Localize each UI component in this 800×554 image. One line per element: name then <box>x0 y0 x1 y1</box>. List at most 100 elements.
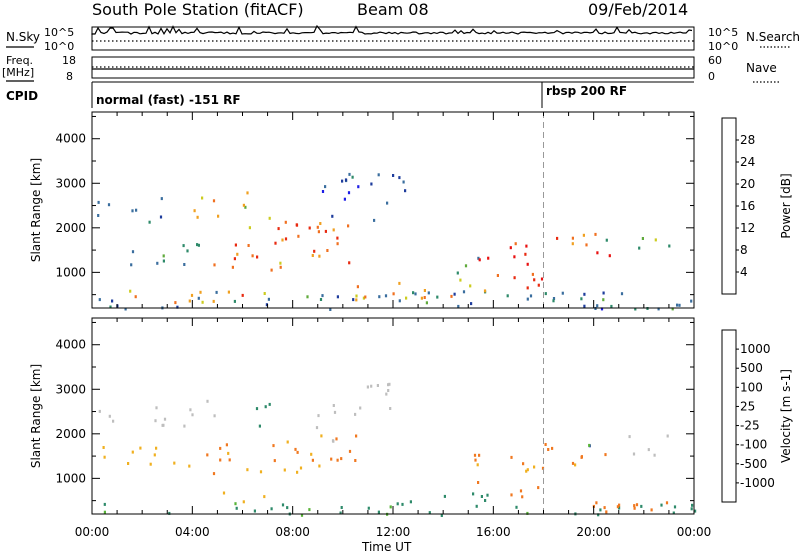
velocity-cell <box>268 402 271 406</box>
power-cell <box>135 208 138 212</box>
y-tick-label: 3000 <box>55 176 86 190</box>
power-cell <box>97 200 100 204</box>
velocity-cell <box>189 408 192 412</box>
power-cell <box>318 254 321 258</box>
velocity-cell <box>389 407 392 410</box>
power-cell <box>571 236 574 240</box>
power-cell <box>483 289 487 293</box>
power-cell <box>199 290 202 294</box>
velocity-cell <box>242 500 245 504</box>
plot-frame <box>91 317 695 515</box>
power-cell <box>344 178 348 182</box>
velocity-cell <box>339 511 342 515</box>
power-cell <box>332 228 335 232</box>
power-cell <box>456 271 459 275</box>
power-cell <box>186 249 189 253</box>
colorbar-tick-label: 12 <box>740 221 755 235</box>
velocity-cell <box>98 409 101 413</box>
velocity-cell <box>510 455 513 459</box>
velocity-cell <box>370 384 373 388</box>
velocity-cell <box>440 514 443 517</box>
colorbar-tick-label: -100 <box>740 438 767 452</box>
power-cell <box>392 174 395 177</box>
velocity-cell <box>286 506 289 510</box>
colorbar-tick-label: 28 <box>740 133 755 147</box>
power-cell <box>197 296 200 300</box>
power-cell <box>308 226 311 230</box>
power-cell <box>341 179 344 183</box>
cpid-segment-label: normal (fast) -151 RF <box>96 93 241 107</box>
velocity-cell <box>235 506 238 510</box>
velocity-cell <box>294 447 297 451</box>
velocity-cell <box>475 504 478 508</box>
power-cell <box>107 203 111 207</box>
power-cell <box>398 299 401 303</box>
x-tick-label: 12:00 <box>376 525 411 539</box>
velocity-cell <box>387 383 390 387</box>
power-cell <box>234 243 237 247</box>
velocity-cell <box>396 502 399 506</box>
velocity-cell <box>317 414 320 418</box>
velocity-cell <box>653 453 656 457</box>
power-cell <box>347 191 351 195</box>
power-cell <box>678 303 681 307</box>
velocity-cell <box>472 492 475 496</box>
velocity-cell <box>355 434 358 438</box>
velocity-cell <box>650 508 653 512</box>
power-cell <box>544 292 547 296</box>
velocity-cell <box>544 443 547 446</box>
noise-tick-left-top: 10^5 <box>44 26 74 39</box>
plot-frame <box>91 111 695 309</box>
power-cell <box>251 254 254 258</box>
power-cell <box>268 216 271 220</box>
x-tick-label: 00:00 <box>677 525 712 539</box>
velocity-cell <box>359 406 362 410</box>
power-cell <box>317 230 320 234</box>
power-cell <box>284 237 288 241</box>
power-cell <box>514 242 517 246</box>
power-cell <box>571 242 574 246</box>
power-cell <box>98 298 101 302</box>
velocity-cell <box>533 465 536 469</box>
velocity-cell <box>281 503 285 507</box>
power-cell <box>162 254 165 258</box>
velocity-cell <box>618 503 621 507</box>
power-cell <box>378 295 381 299</box>
colorbar-tick-label: 24 <box>740 155 755 169</box>
colorbar-label: Velocity [m s-1] <box>779 369 793 463</box>
velocity-cell <box>258 424 261 428</box>
power-cell <box>531 272 534 276</box>
colorbar-tick-label: 25 <box>740 399 755 413</box>
velocity-cell <box>112 419 115 423</box>
velocity-cell <box>315 426 319 430</box>
power-cell <box>182 244 185 248</box>
power-cell <box>174 301 177 305</box>
velocity-cell <box>253 509 256 513</box>
velocity-cell <box>673 505 677 509</box>
power-cell <box>284 220 287 224</box>
velocity-cell <box>219 446 222 450</box>
colorbar-tick-label: 500 <box>740 361 763 375</box>
velocity-cell <box>486 493 489 497</box>
power-cell <box>201 300 204 304</box>
velocity-cell <box>283 468 286 472</box>
power-cell <box>196 215 199 219</box>
velocity-cell <box>640 504 643 508</box>
colorbar-tick-label: 16 <box>740 199 755 213</box>
velocity-cell <box>476 463 479 467</box>
power-cell <box>324 185 327 189</box>
velocity-cell <box>354 459 357 462</box>
power-cell <box>297 234 300 238</box>
power-cell <box>277 227 280 231</box>
y-tick-label: 2000 <box>55 221 86 235</box>
velocity-cell <box>161 423 164 427</box>
velocity-cell <box>139 446 142 450</box>
power-cell <box>453 292 456 296</box>
beam-title: Beam 08 <box>357 0 429 19</box>
velocity-cell <box>526 468 529 472</box>
velocity-cell <box>264 405 267 409</box>
colorbar-tick-label: -1000 <box>740 476 775 490</box>
cpid-panel: CPID normal (fast) -151 RF rbsp 200 RF <box>6 81 694 108</box>
velocity-cell <box>605 510 608 514</box>
